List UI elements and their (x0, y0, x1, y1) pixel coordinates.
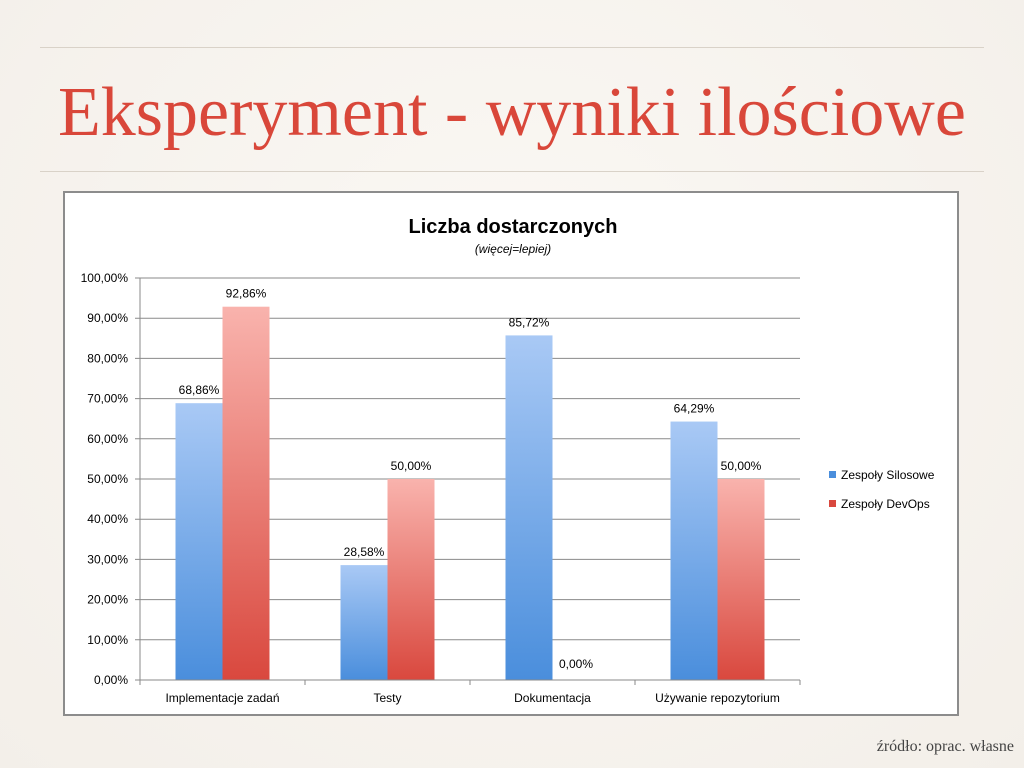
source-note: źródło: oprac. własne (876, 738, 1014, 755)
chart-subtitle: (więcej=lepiej) (475, 242, 551, 256)
x-tick-label: Używanie repozytorium (655, 691, 780, 705)
data-label: 64,29% (674, 402, 715, 416)
y-tick-label: 0,00% (94, 673, 128, 687)
x-tick-label: Dokumentacja (514, 691, 591, 705)
data-label: 0,00% (559, 657, 593, 671)
legend-label: Zespoły DevOps (841, 497, 930, 511)
y-tick-label: 80,00% (87, 351, 128, 365)
legend-swatch-silosowe (829, 471, 836, 478)
y-tick-label: 20,00% (87, 593, 128, 607)
y-tick-label: 90,00% (87, 311, 128, 325)
data-label: 50,00% (721, 459, 762, 473)
x-tick-label: Testy (373, 691, 401, 705)
y-tick-label: 40,00% (87, 512, 128, 526)
bottom-rule (40, 171, 984, 172)
bar-silosowe (670, 421, 718, 680)
top-rule (40, 47, 984, 48)
x-tick-label: Implementacje zadań (165, 691, 279, 705)
y-tick-label: 100,00% (81, 271, 129, 285)
data-label: 68,86% (179, 383, 220, 397)
legend-label: Zespoły Silosowe (841, 468, 935, 482)
y-tick-label: 30,00% (87, 552, 128, 566)
slide-title: Eksperyment - wyniki ilościowe (58, 74, 966, 151)
data-label: 92,86% (226, 287, 267, 301)
bar-devops (717, 479, 765, 680)
bar-chart: Liczba dostarczonych (więcej=lepiej) 68,… (81, 216, 935, 705)
y-tick-label: 10,00% (87, 633, 128, 647)
bar-devops (387, 479, 435, 680)
chart-frame: Liczba dostarczonych (więcej=lepiej) 68,… (63, 191, 959, 716)
bar-silosowe (340, 565, 388, 680)
data-label: 28,58% (344, 545, 385, 559)
bar-silosowe (505, 335, 553, 680)
y-tick-label: 60,00% (87, 432, 128, 446)
legend-swatch-devops (829, 500, 836, 507)
y-tick-label: 70,00% (87, 392, 128, 406)
data-label: 85,72% (509, 315, 550, 329)
chart-title: Liczba dostarczonych (409, 216, 618, 238)
bar-silosowe (175, 403, 223, 680)
y-tick-label: 50,00% (87, 472, 128, 486)
bar-devops (222, 306, 270, 680)
data-label: 50,00% (391, 459, 432, 473)
